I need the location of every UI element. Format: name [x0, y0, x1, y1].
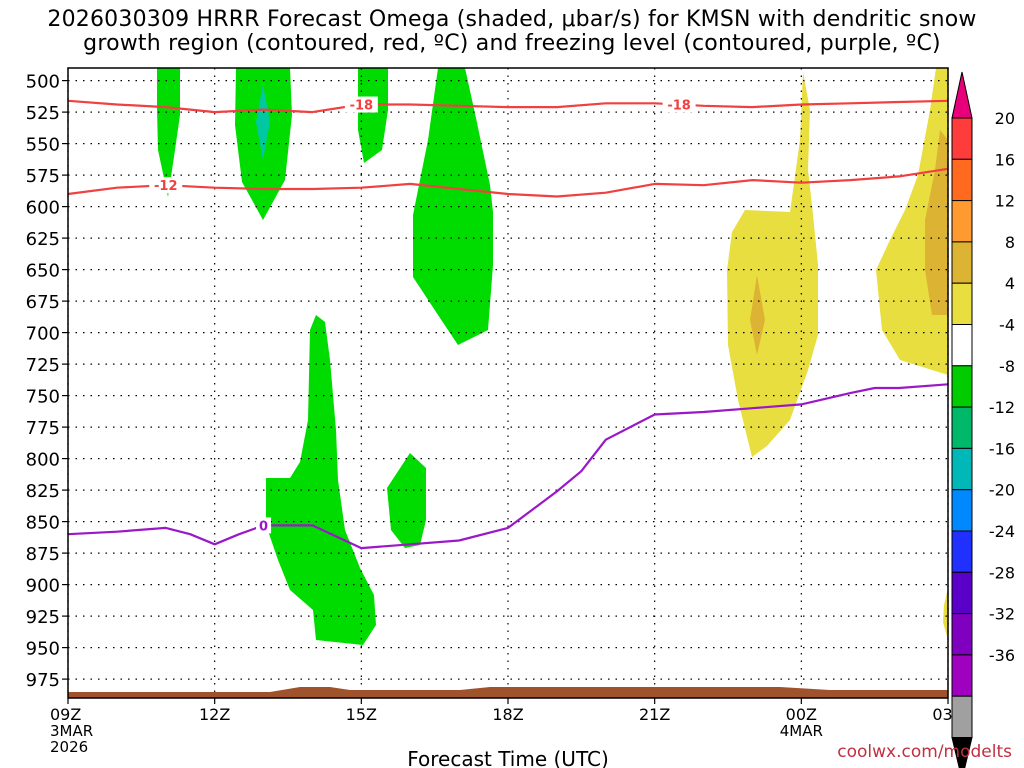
x-tick-label-21Z: 21Z — [639, 705, 670, 724]
x-tick-label-12Z: 12Z — [199, 705, 230, 724]
colorbar-cell-6 — [951, 324, 973, 367]
contour-label-3-0: 0 — [259, 519, 268, 534]
colorbar-label-12: -32 — [989, 605, 1015, 624]
descent-region-1 — [727, 72, 818, 457]
contour-label-1-1: -18 — [667, 99, 691, 114]
contour-label-1-0: -18 — [350, 99, 374, 114]
colorbar-cell-9 — [951, 447, 973, 491]
contour-line-2 — [67, 167, 949, 198]
y-tick-label-500: 500 — [26, 72, 60, 93]
y-tick-label-550: 550 — [26, 135, 60, 156]
ascent-region-5 — [413, 68, 493, 345]
contour-label-bg-3-0 — [256, 517, 272, 534]
y-tick-label-575: 575 — [26, 166, 60, 187]
y-tick-label-700: 700 — [26, 324, 60, 345]
x-axis-label: Forecast Time (UTC) — [407, 747, 609, 768]
ascent-region-3 — [256, 84, 270, 160]
y-tick-label-850: 850 — [26, 513, 60, 534]
y-tick-label-800: 800 — [26, 450, 60, 471]
colorbar-label-1: 16 — [995, 150, 1015, 169]
colorbar-label-11: -28 — [989, 563, 1015, 582]
y-tick-label-625: 625 — [26, 229, 60, 250]
title-line-1: 2026030309 HRRR Forecast Omega (shaded, … — [47, 7, 977, 32]
contour-label-2-0: -12 — [154, 179, 178, 194]
y-tick-label-825: 825 — [26, 481, 60, 502]
x-tick-label-09Z: 09Z — [50, 705, 81, 724]
contour-label-bg-1-0 — [344, 96, 378, 113]
contour-line-3 — [67, 383, 949, 550]
x-tick-label-15Z: 15Z — [346, 705, 377, 724]
y-tick-label-725: 725 — [26, 355, 60, 376]
colorbar-label-13: -36 — [989, 646, 1015, 665]
colorbar-cell-3 — [951, 200, 973, 243]
y-tick-label-600: 600 — [26, 198, 60, 219]
contour-labels: -18 -18 -12 0 — [149, 96, 696, 534]
ascent-region-1 — [157, 68, 180, 197]
colorbar-cell-12 — [951, 571, 973, 615]
y-tick-label-875: 875 — [26, 544, 60, 565]
colorbar-cell-10 — [951, 489, 973, 532]
colorbar-label-6: -8 — [999, 357, 1015, 376]
omega-shading — [157, 68, 948, 645]
colorbar-label-8: -16 — [989, 439, 1015, 458]
contour-label-bg-2-0 — [149, 177, 183, 194]
x-tick-label-18Z: 18Z — [492, 705, 523, 724]
x-tick-label-00Z: 00Z — [786, 705, 817, 724]
colorbar-cell-1 — [951, 117, 973, 160]
y-tick-label-775: 775 — [26, 418, 60, 439]
y-tick-label-525: 525 — [26, 103, 60, 124]
ascent-region-4 — [358, 68, 388, 163]
colorbar-label-5: -4 — [999, 316, 1015, 335]
colorbar-cell-5 — [951, 282, 973, 326]
chart-title: 2026030309 HRRR Forecast Omega (shaded, … — [0, 8, 1024, 56]
colorbar-cell-13 — [951, 613, 973, 656]
contour-lines — [67, 99, 949, 550]
title-line-2: growth region (contoured, red, ºC) and f… — [83, 31, 941, 56]
x-date-label-4MAR: 4MAR — [780, 722, 823, 740]
x-year-label: 2026 — [50, 738, 88, 756]
y-tick-label-650: 650 — [26, 261, 60, 282]
colorbar-label-9: -20 — [989, 481, 1015, 500]
y-tick-label-900: 900 — [26, 576, 60, 597]
colorbar-cell-11 — [951, 530, 973, 573]
colorbar-label-7: -12 — [989, 398, 1015, 417]
colorbar-label-2: 12 — [995, 192, 1015, 211]
colorbar-top-arrow — [951, 71, 973, 119]
y-tick-label-750: 750 — [26, 387, 60, 408]
y-axis: 500 525 550 575 600 625 650 675 700 725 750 775 800 8… — [26, 72, 68, 691]
y-tick-label-975: 975 — [26, 670, 60, 691]
colorbar-label-10: -24 — [989, 522, 1015, 541]
credit-text: coolwx.com/modelts — [837, 742, 1012, 762]
colorbar-cell-7 — [951, 365, 973, 408]
contour-label-bg-1-1 — [662, 96, 696, 113]
y-tick-label-950: 950 — [26, 639, 60, 660]
colorbar-label-4: 4 — [1005, 274, 1015, 293]
colorbar: 20 16 12 8 4 -4 -8 -12 -16 -20 -24 -28 -32 -36 — [951, 71, 1015, 768]
y-tick-label-675: 675 — [26, 292, 60, 313]
x-date-label-3MAR: 3MAR — [50, 722, 93, 740]
colorbar-label-0: 20 — [995, 109, 1015, 128]
colorbar-cell-2 — [951, 158, 973, 202]
colorbar-bottom-arrow — [951, 737, 973, 768]
colorbar-cell-15 — [951, 695, 973, 739]
contour-line-1 — [67, 99, 949, 114]
colorbar-cell-8 — [951, 406, 973, 449]
descent-region-2 — [750, 275, 765, 355]
colorbar-cell-4 — [951, 241, 973, 284]
descent-region-4 — [925, 130, 948, 315]
colorbar-cell-14 — [951, 654, 973, 697]
terrain-strip — [68, 687, 948, 698]
colorbar-label-3: 8 — [1005, 233, 1015, 252]
ascent-region-6 — [266, 315, 376, 645]
y-tick-label-925: 925 — [26, 607, 60, 628]
descent-region-5 — [943, 588, 948, 640]
ascent-region-7 — [387, 453, 426, 548]
